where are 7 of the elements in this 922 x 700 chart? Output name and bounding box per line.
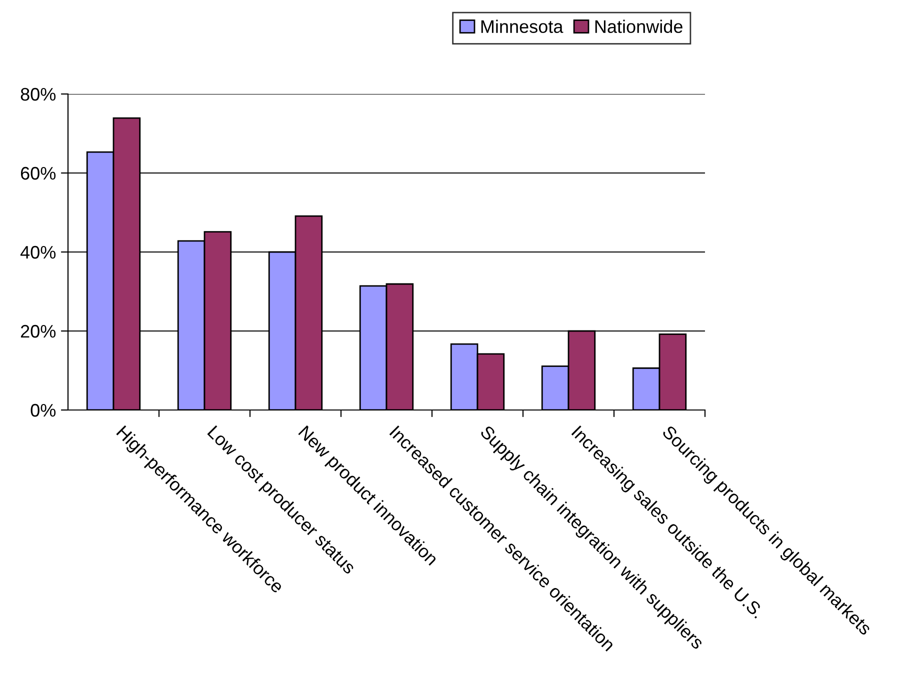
y-tick-label: 40% xyxy=(20,246,56,259)
legend-label: Minnesota xyxy=(481,20,564,34)
y-tick-label: 20% xyxy=(20,324,56,338)
y-tick-label: 0% xyxy=(30,404,56,417)
y-tick-label: 80% xyxy=(20,88,56,101)
legend-label: Nationwide xyxy=(595,20,682,34)
y-tick-label: 60% xyxy=(20,166,56,180)
